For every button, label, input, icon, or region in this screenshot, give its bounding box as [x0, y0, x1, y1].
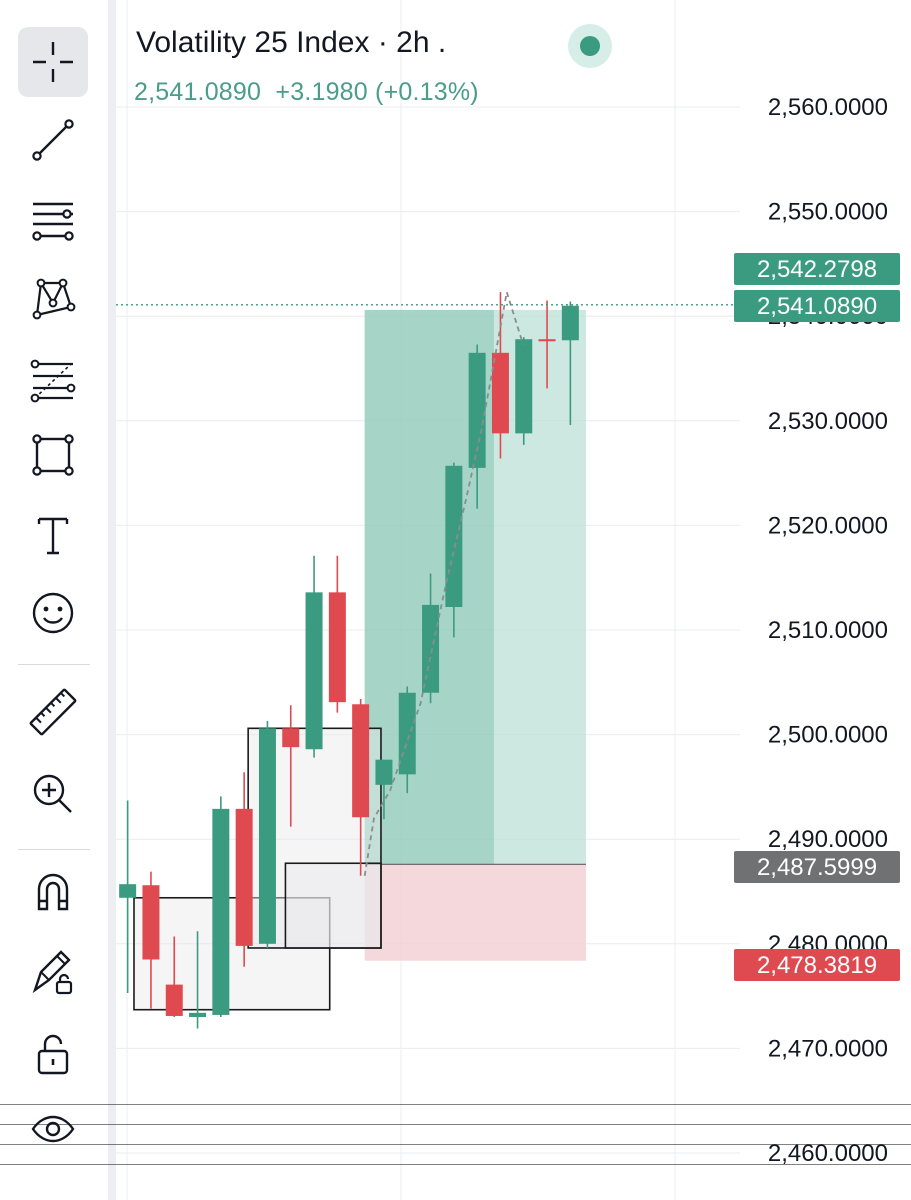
emoji-icon [32, 592, 74, 634]
y-axis-tick-label: 2,560.0000 [768, 94, 888, 121]
eye-tool[interactable] [18, 1098, 88, 1168]
candle-body [189, 1012, 207, 1018]
y-axis-tick-label: 2,510.0000 [768, 617, 888, 644]
screen-line [0, 1104, 911, 1105]
screen-line [0, 1144, 911, 1145]
text-tool-icon [37, 517, 69, 555]
toolbar-divider [18, 664, 90, 665]
fib-retracement-icon [30, 359, 76, 403]
y-axis-tick-label: 2,470.0000 [768, 1035, 888, 1062]
unlock-tool[interactable] [18, 1018, 88, 1088]
candle-body [142, 885, 160, 960]
price-tag-high [734, 253, 900, 285]
crosshair-tool[interactable] [18, 27, 88, 97]
candle-body [119, 884, 137, 898]
candle-body [305, 592, 323, 750]
crosshair-icon [33, 42, 73, 82]
rectangle-tool[interactable] [18, 420, 88, 490]
projection-path [363, 291, 524, 876]
pattern-tool[interactable] [18, 264, 88, 334]
last-price: 2,541.0890 [134, 78, 262, 106]
price-tag-label-stop: 2,478.3819 [757, 952, 877, 979]
market-status-indicator[interactable] [568, 24, 612, 68]
live-dot-icon [580, 36, 600, 56]
horizontal-lines-icon [32, 202, 74, 241]
trend-line-icon [32, 119, 74, 161]
zoom-in-icon [33, 774, 72, 813]
candle-body [468, 352, 486, 468]
price-tag-stop [734, 949, 900, 981]
price-tag-last [734, 290, 900, 322]
candle-body [491, 352, 509, 434]
trend-line-tool[interactable] [18, 105, 88, 175]
candle-body [282, 728, 300, 748]
y-axis-tick-label: 2,490.0000 [768, 826, 888, 853]
candle-body [328, 592, 346, 703]
drawing-toolbar [0, 0, 108, 1200]
eye-icon [31, 1115, 75, 1143]
y-axis-tick-label: 2,520.0000 [768, 512, 888, 539]
screen-line [0, 1124, 911, 1125]
candle-body [398, 692, 416, 775]
price-change: +3.1980 [275, 78, 368, 106]
price-tag-entry [734, 851, 900, 883]
stop-zone [364, 864, 587, 961]
toolbar-separator [108, 0, 116, 1200]
price-legend: 2,541.0890 +3.1980 (+0.13%) [134, 78, 479, 107]
symbol-name: Volatility 25 Index [136, 26, 370, 59]
magnet-tool[interactable] [18, 856, 88, 926]
screen-line [0, 1164, 911, 1165]
rectangle-icon [32, 434, 74, 476]
horizontal-lines-tool[interactable] [18, 185, 88, 255]
text-tool-tool[interactable] [18, 500, 88, 570]
price-tag-label-high: 2,542.2798 [757, 256, 877, 283]
candle-body [538, 339, 556, 342]
ruler-tool[interactable] [18, 677, 88, 747]
candle-body [445, 465, 463, 607]
unlock-icon [37, 1034, 69, 1075]
lock-drawings-icon [32, 950, 73, 995]
drawn-rectangle [284, 862, 382, 949]
price-tag-label-entry: 2,487.5999 [757, 854, 877, 881]
candle-body [375, 759, 393, 785]
magnet-icon [37, 873, 69, 911]
y-axis-tick-label: 2,550.0000 [768, 199, 888, 226]
fib-retracement-tool[interactable] [18, 343, 88, 413]
candle-body [165, 984, 183, 1016]
y-axis-tick-label: 2,530.0000 [768, 408, 888, 435]
price-tag-label-last: 2,541.0890 [757, 293, 877, 320]
candle-body [561, 305, 579, 341]
lock-drawings-tool[interactable] [18, 937, 88, 1007]
emoji-tool[interactable] [18, 578, 88, 648]
candle-body [352, 704, 370, 818]
toolbar-divider [18, 849, 90, 850]
candle-body [258, 728, 276, 944]
zoom-in-tool[interactable] [18, 759, 88, 829]
price-change-pct: (+0.13%) [375, 78, 479, 106]
ruler-icon [29, 688, 77, 736]
candle-body [422, 604, 440, 693]
interval-label: 2h [396, 26, 430, 59]
symbol-legend[interactable]: Volatility 25 Index · 2h . [136, 26, 447, 59]
pattern-icon [32, 278, 76, 320]
y-axis-tick-label: 2,500.0000 [768, 722, 888, 749]
candle-body [235, 808, 253, 946]
candle-body [212, 808, 230, 1015]
price-chart[interactable]: 2,560.00002,550.00002,540.00002,530.0000… [116, 0, 911, 1200]
candle-body [515, 339, 533, 434]
